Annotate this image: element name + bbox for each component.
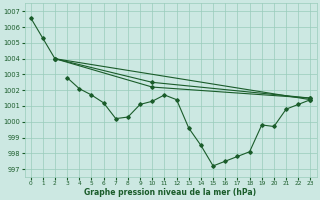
X-axis label: Graphe pression niveau de la mer (hPa): Graphe pression niveau de la mer (hPa) [84, 188, 257, 197]
